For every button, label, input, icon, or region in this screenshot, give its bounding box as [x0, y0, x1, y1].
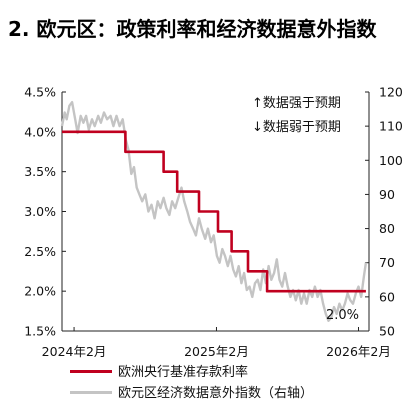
annotation-weaker-than-expected: ↓数据弱于预期: [252, 120, 341, 135]
annotation-rate-label: 2.0%: [326, 308, 359, 323]
left-tick-label: 2.5%: [24, 244, 56, 259]
right-tick-label: 100: [379, 153, 403, 168]
x-tick-label: 2025年2月: [184, 344, 249, 359]
annotation-strong-than-expected: ↑数据强于预期: [252, 96, 341, 111]
right-tick-label: 70: [379, 255, 395, 270]
right-tick-label: 110: [379, 119, 403, 134]
left-tick-label: 4.0%: [24, 124, 56, 139]
right-tick-label: 50: [379, 324, 395, 339]
chart-title: 2. 欧元区：政策利率和经济数据意外指数: [8, 17, 377, 41]
right-tick-label: 90: [379, 187, 395, 202]
right-tick-label: 120: [379, 85, 403, 100]
left-tick-label: 2.0%: [24, 284, 56, 299]
legend-surprise-index-label: 欧元区经济数据意外指数（右轴）: [118, 385, 313, 401]
right-tick-label: 60: [379, 289, 395, 304]
left-tick-label: 1.5%: [24, 324, 56, 339]
surprise-index-series-line: [60, 101, 368, 322]
legend-policy-rate-label: 欧洲央行基准存款利率: [118, 364, 248, 380]
x-tick-label: 2024年2月: [42, 344, 107, 359]
left-tick-label: 4.5%: [24, 85, 56, 100]
x-tick-label: 2026年2月: [326, 344, 391, 359]
right-tick-label: 80: [379, 221, 395, 236]
policy-rate-series-line: [62, 130, 366, 293]
left-tick-label: 3.0%: [24, 204, 56, 219]
left-tick-label: 3.5%: [24, 164, 56, 179]
